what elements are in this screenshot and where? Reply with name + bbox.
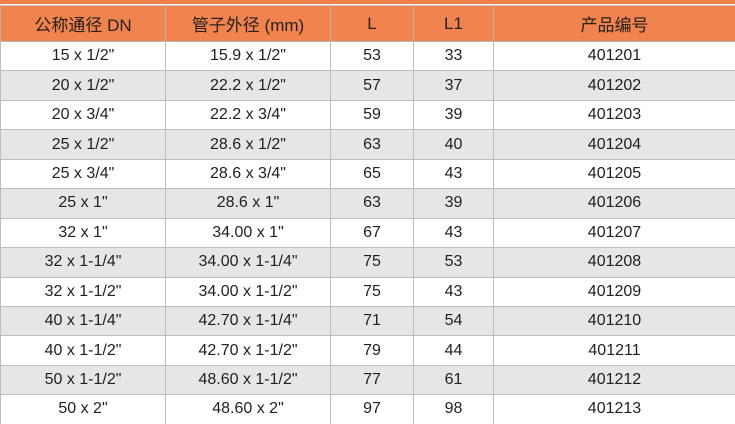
pipe-fitting-spec-table: 公称通径 DN 管子外径 (mm) L L1 产品编号 15 x 1/2" 15.9 x … (0, 5, 735, 424)
header-cell-col1: 公称通径 DN (0, 5, 166, 42)
cell-l: 67 (330, 217, 414, 249)
cell-outer-diameter: 34.00 x 1" (165, 217, 331, 249)
table-row: 20 x 3/4" 22.2 x 3/4" 59 39 401203 (0, 99, 735, 131)
cell-l1: 39 (413, 188, 494, 219)
cell-dn: 25 x 3/4" (0, 158, 166, 190)
cell-product-code: 401201 (493, 40, 735, 72)
header-cell-col2: 管子外径 (mm) (165, 5, 331, 42)
cell-l1: 61 (413, 364, 494, 396)
cell-dn: 32 x 1" (0, 217, 166, 249)
cell-outer-diameter: 34.00 x 1-1/4" (165, 247, 331, 278)
cell-outer-diameter: 22.2 x 1/2" (165, 70, 331, 101)
cell-l1: 43 (413, 276, 494, 307)
cell-l: 75 (330, 247, 414, 278)
cell-l: 57 (330, 70, 414, 101)
cell-product-code: 401209 (493, 276, 735, 307)
cell-l1: 53 (413, 247, 494, 278)
cell-dn: 40 x 1-1/4" (0, 305, 166, 337)
header-cell-col4: L1 (413, 5, 494, 42)
cell-l: 53 (330, 40, 414, 72)
cell-l: 75 (330, 276, 414, 307)
cell-l1: 54 (413, 305, 494, 337)
cell-outer-diameter: 28.6 x 3/4" (165, 158, 331, 190)
cell-product-code: 401208 (493, 247, 735, 278)
cell-l: 65 (330, 158, 414, 190)
table-header-row: 公称通径 DN 管子外径 (mm) L L1 产品编号 (0, 5, 735, 42)
table-row: 32 x 1-1/4" 34.00 x 1-1/4" 75 53 401208 (0, 247, 735, 278)
cell-dn: 20 x 3/4" (0, 99, 166, 131)
table-row: 40 x 1-1/4" 42.70 x 1-1/4" 71 54 401210 (0, 305, 735, 337)
cell-l: 77 (330, 364, 414, 396)
cell-l1: 98 (413, 394, 494, 424)
cell-outer-diameter: 42.70 x 1-1/4" (165, 305, 331, 337)
cell-l1: 39 (413, 99, 494, 131)
table-row: 50 x 2" 48.60 x 2" 97 98 401213 (0, 394, 735, 424)
table-row: 50 x 1-1/2" 48.60 x 1-1/2" 77 61 401212 (0, 364, 735, 396)
cell-l1: 43 (413, 158, 494, 190)
cell-outer-diameter: 15.9 x 1/2" (165, 40, 331, 72)
table-row: 15 x 1/2" 15.9 x 1/2" 53 33 401201 (0, 40, 735, 72)
table-top-accent-bar (0, 0, 735, 4)
cell-product-code: 401203 (493, 99, 735, 131)
table-row: 25 x 3/4" 28.6 x 3/4" 65 43 401205 (0, 158, 735, 190)
cell-dn: 20 x 1/2" (0, 70, 166, 101)
table-body: 15 x 1/2" 15.9 x 1/2" 53 33 401201 20 x 1/2" 2… (0, 40, 735, 424)
cell-l1: 37 (413, 70, 494, 101)
cell-outer-diameter: 28.6 x 1/2" (165, 129, 331, 160)
header-cell-col5: 产品编号 (493, 5, 735, 42)
cell-dn: 32 x 1-1/4" (0, 247, 166, 278)
cell-l1: 44 (413, 335, 494, 366)
cell-outer-diameter: 48.60 x 2" (165, 394, 331, 424)
table-row: 25 x 1/2" 28.6 x 1/2" 63 40 401204 (0, 129, 735, 160)
table-accent-divider (0, 4, 735, 5)
cell-outer-diameter: 34.00 x 1-1/2" (165, 276, 331, 307)
cell-l: 63 (330, 129, 414, 160)
table-row: 20 x 1/2" 22.2 x 1/2" 57 37 401202 (0, 70, 735, 101)
table-row: 40 x 1-1/2" 42.70 x 1-1/2" 79 44 401211 (0, 335, 735, 366)
cell-l1: 33 (413, 40, 494, 72)
cell-product-code: 401202 (493, 70, 735, 101)
table-row: 32 x 1-1/2" 34.00 x 1-1/2" 75 43 401209 (0, 276, 735, 307)
table-header: 公称通径 DN 管子外径 (mm) L L1 产品编号 (0, 5, 735, 42)
cell-l: 63 (330, 188, 414, 219)
cell-product-code: 401204 (493, 129, 735, 160)
cell-outer-diameter: 22.2 x 3/4" (165, 99, 331, 131)
cell-l: 59 (330, 99, 414, 131)
cell-l: 71 (330, 305, 414, 337)
cell-dn: 50 x 1-1/2" (0, 364, 166, 396)
cell-dn: 15 x 1/2" (0, 40, 166, 72)
cell-l: 97 (330, 394, 414, 424)
cell-dn: 25 x 1/2" (0, 129, 166, 160)
cell-dn: 40 x 1-1/2" (0, 335, 166, 366)
cell-product-code: 401206 (493, 188, 735, 219)
cell-product-code: 401210 (493, 305, 735, 337)
cell-outer-diameter: 48.60 x 1-1/2" (165, 364, 331, 396)
cell-dn: 25 x 1" (0, 188, 166, 219)
table-row: 32 x 1" 34.00 x 1" 67 43 401207 (0, 217, 735, 249)
cell-dn: 32 x 1-1/2" (0, 276, 166, 307)
header-cell-col3: L (330, 5, 414, 42)
cell-dn: 50 x 2" (0, 394, 166, 424)
cell-product-code: 401205 (493, 158, 735, 190)
cell-product-code: 401211 (493, 335, 735, 366)
table-row: 25 x 1" 28.6 x 1" 63 39 401206 (0, 188, 735, 219)
cell-l1: 40 (413, 129, 494, 160)
cell-product-code: 401207 (493, 217, 735, 249)
cell-outer-diameter: 28.6 x 1" (165, 188, 331, 219)
cell-l1: 43 (413, 217, 494, 249)
cell-product-code: 401212 (493, 364, 735, 396)
cell-product-code: 401213 (493, 394, 735, 424)
cell-outer-diameter: 42.70 x 1-1/2" (165, 335, 331, 366)
cell-l: 79 (330, 335, 414, 366)
